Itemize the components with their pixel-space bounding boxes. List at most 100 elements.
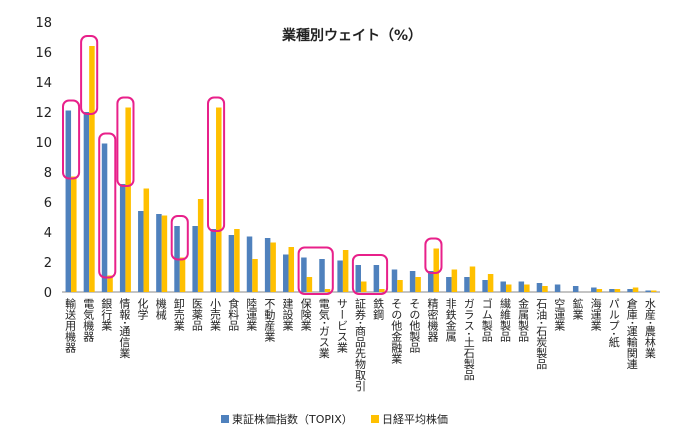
bar-topix-13 xyxy=(301,257,307,292)
bar-nikkei-31 xyxy=(632,287,639,292)
y-tick-label: 14 xyxy=(35,76,52,91)
bar-nikkei-4 xyxy=(143,188,150,292)
highlight-box-3 xyxy=(80,35,99,115)
bars xyxy=(65,46,657,292)
bar-topix-24 xyxy=(500,281,506,292)
bar-nikkei-25 xyxy=(524,284,530,292)
bar-topix-14 xyxy=(319,259,325,292)
bar-nikkei-29 xyxy=(596,289,603,292)
bar-topix-29 xyxy=(591,287,597,292)
bar-nikkei-30 xyxy=(614,289,621,292)
highlight-box-2 xyxy=(62,99,81,180)
y-tick-label: 18 xyxy=(35,16,52,31)
bar-nikkei-15 xyxy=(342,250,349,292)
bar-topix-16 xyxy=(355,265,361,292)
y-tick-label: 10 xyxy=(35,136,52,151)
highlight-box-0 xyxy=(297,246,334,295)
x-tick-label: 建設業 xyxy=(281,297,294,331)
bar-topix-25 xyxy=(518,281,525,292)
legend-label-nikkei: 日経平均株価 xyxy=(382,412,448,426)
y-tick-label: 0 xyxy=(44,286,52,301)
x-tick-label: 水産･農林業 xyxy=(643,298,656,359)
bar-topix-31 xyxy=(627,289,633,292)
bar-nikkei-22 xyxy=(469,266,476,292)
bar-topix-18 xyxy=(391,269,398,292)
bar-nikkei-20 xyxy=(433,248,439,292)
x-tick-label: 電気･ガス業 xyxy=(317,298,330,359)
x-tick-label: 機械 xyxy=(154,297,167,321)
y-tick-label: 4 xyxy=(44,226,52,241)
bar-nikkei-24 xyxy=(505,284,512,292)
bar-topix-9 xyxy=(228,235,235,292)
bar-nikkei-13 xyxy=(306,277,313,292)
legend-label-topix: 東証株価指数（TOPIX） xyxy=(232,412,353,426)
x-tick-label: その他製品 xyxy=(408,298,421,353)
x-tick-label: 倉庫･運輸関連 xyxy=(625,297,638,370)
x-tick-label: パルプ･紙 xyxy=(607,298,620,348)
bar-topix-1 xyxy=(83,112,90,292)
bar-nikkei-2 xyxy=(107,275,113,292)
x-tick-label: 陸運業 xyxy=(245,298,258,331)
bar-topix-21 xyxy=(446,277,452,292)
bar-topix-22 xyxy=(464,277,470,292)
bar-topix-32 xyxy=(645,290,651,292)
x-tick-label: 繊維製品 xyxy=(499,298,512,342)
x-tick-label: ゴム製品 xyxy=(480,297,493,342)
x-tick-label: 非鉄金属 xyxy=(444,298,457,343)
bar-topix-30 xyxy=(609,289,615,292)
bar-nikkei-9 xyxy=(234,229,240,292)
bar-nikkei-26 xyxy=(542,286,548,292)
bar-nikkei-12 xyxy=(288,247,295,292)
bar-nikkei-23 xyxy=(487,274,494,292)
bar-topix-15 xyxy=(337,260,343,292)
bar-topix-2 xyxy=(101,143,108,292)
x-tick-label: 鉱業 xyxy=(571,297,584,320)
bar-topix-0 xyxy=(65,110,72,292)
x-tick-label: 証券･商品先物取引 xyxy=(354,298,367,392)
bar-nikkei-5 xyxy=(161,215,168,292)
y-tick-label: 8 xyxy=(44,166,52,181)
x-tick-label: 輸送用機器 xyxy=(64,297,77,354)
highlight-box-4 xyxy=(98,132,117,279)
y-tick-label: 6 xyxy=(44,196,52,211)
x-tick-label: 小売業 xyxy=(209,298,222,331)
bar-nikkei-16 xyxy=(361,281,367,292)
x-tick-label: ガラス･土石製品 xyxy=(462,298,475,381)
x-tick-label: 情報･通信業 xyxy=(118,298,131,359)
x-tick-label: 金属製品 xyxy=(517,297,530,342)
y-tick-label: 2 xyxy=(44,256,52,271)
bar-nikkei-8 xyxy=(216,107,222,292)
bar-nikkei-11 xyxy=(270,242,276,292)
x-tick-label: 食料品 xyxy=(227,297,240,331)
legend-swatch-nikkei xyxy=(371,415,379,423)
bar-topix-19 xyxy=(409,271,416,292)
x-tick-label: 電気機器 xyxy=(82,298,95,343)
highlight-box-8 xyxy=(424,237,443,274)
bar-topix-27 xyxy=(554,284,561,292)
x-tick-label: 海運業 xyxy=(589,297,602,331)
bar-nikkei-3 xyxy=(125,107,131,292)
legend-swatch-topix xyxy=(221,415,229,423)
bar-topix-26 xyxy=(536,283,543,292)
x-tick-label: サービス業 xyxy=(335,298,348,353)
bar-nikkei-1 xyxy=(89,46,95,292)
highlights xyxy=(62,35,443,295)
y-tick-label: 16 xyxy=(35,46,52,61)
bar-topix-7 xyxy=(192,226,198,292)
bar-nikkei-32 xyxy=(650,290,657,292)
x-tick-label: 保険業 xyxy=(299,297,312,331)
bar-topix-10 xyxy=(246,236,253,292)
highlight-box-1 xyxy=(351,254,389,295)
bar-topix-17 xyxy=(373,265,380,292)
x-tick-label: 医薬品 xyxy=(190,298,203,331)
x-tick-label: 不動産業 xyxy=(263,298,276,342)
x-tick-label: 卸売業 xyxy=(172,297,185,331)
legend: 東証株価指数（TOPIX） 日経平均株価 xyxy=(221,412,448,426)
bar-topix-28 xyxy=(572,286,579,292)
x-tick-label: 精密機器 xyxy=(426,298,439,343)
bar-topix-23 xyxy=(482,280,488,292)
x-tick-label: その他金融業 xyxy=(390,298,403,364)
bar-topix-12 xyxy=(283,254,289,292)
x-tick-label: 銀行業 xyxy=(100,297,113,331)
